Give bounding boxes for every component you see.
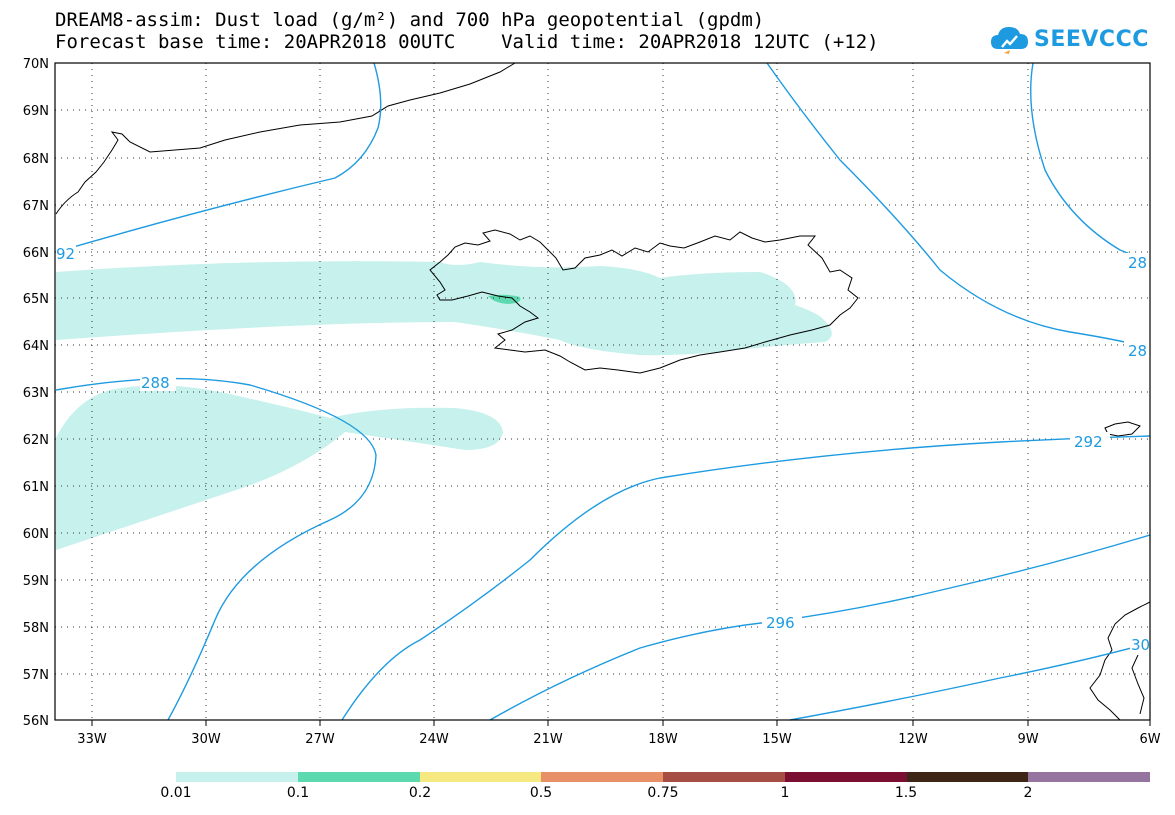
colorbar-segment (663, 772, 785, 782)
colorbar-segment (176, 772, 298, 782)
map-canvas: 288 292 296 28 28 30 92 70N 69N 68N 67N … (23, 57, 1161, 747)
lat-label: 63N (23, 386, 49, 401)
lat-label: 67N (23, 199, 49, 214)
lon-label: 9W (1017, 732, 1038, 747)
contour-288 (55, 377, 377, 721)
colorbar-label: 0.1 (286, 785, 310, 801)
contour-292 (341, 435, 1151, 721)
logo-text: SEEVCCC (1034, 26, 1149, 52)
map-frame (54, 62, 1151, 721)
contour-label: 292 (1074, 433, 1103, 451)
lon-label: 12W (898, 732, 928, 747)
coastlines (55, 62, 1151, 721)
contour-label: 296 (766, 614, 795, 632)
hebrides-coast (1131, 654, 1145, 715)
lon-label: 18W (648, 732, 678, 747)
lon-label: 21W (533, 732, 563, 747)
colorbar-label: 1 (780, 785, 790, 801)
greenland-coast (55, 62, 516, 215)
colorbar-label: 2 (1023, 785, 1033, 801)
colorbar-labels: 0.01 0.1 0.2 0.5 0.75 1 1.5 2 (0, 785, 1175, 805)
seevccc-logo: SEEVCCC (990, 22, 1149, 56)
graticule (55, 63, 1150, 720)
colorbar-segment (906, 772, 1029, 782)
latitude-labels: 70N 69N 68N 67N 66N 65N 64N 63N 62N 61N … (23, 57, 49, 729)
dust-shading (56, 261, 832, 550)
dust-spot-01 (488, 294, 521, 304)
contour-284 (1030, 62, 1151, 263)
colorbar-label: 0.5 (529, 785, 553, 801)
colorbar-label: 0.75 (647, 785, 679, 801)
lat-label: 66N (23, 246, 49, 261)
lat-label: 65N (23, 292, 49, 307)
lon-label: 33W (77, 732, 107, 747)
contour-labels: 288 292 296 28 28 30 92 (56, 245, 1150, 654)
lon-label: 6W (1139, 732, 1160, 747)
colorbar (176, 772, 1150, 782)
contour-300 (789, 642, 1151, 721)
scotland-coast (1089, 601, 1151, 721)
contour-288-east (766, 62, 1151, 349)
colorbar-label: 0.01 (160, 785, 192, 801)
lat-label: 56N (23, 714, 49, 729)
contour-label: 92 (56, 245, 75, 263)
contour-label: 30 (1131, 636, 1150, 654)
colorbar-segment (419, 772, 542, 782)
lat-label: 69N (23, 104, 49, 119)
colorbar-segment (784, 772, 907, 782)
colorbar-segment (541, 772, 663, 782)
faroe-coast (1104, 421, 1141, 437)
map-header: DREAM8-assim: Dust load (g/m²) and 700 h… (55, 9, 879, 53)
map-time-info: Forecast base time: 20APR2018 00UTC Vali… (55, 31, 879, 53)
longitude-labels: 33W 30W 27W 24W 21W 18W 15W 12W 9W 6W (77, 732, 1160, 747)
lat-label: 64N (23, 339, 49, 354)
colorbar-segment (1028, 772, 1150, 782)
iceland-coast (429, 229, 859, 374)
colorbar-label: 1.5 (894, 785, 918, 801)
lat-label: 57N (23, 668, 49, 683)
lat-label: 61N (23, 480, 49, 495)
lat-label: 68N (23, 152, 49, 167)
cloud-logo-icon (991, 27, 1028, 54)
lon-label: 15W (762, 732, 792, 747)
tick-marks (91, 720, 1151, 726)
contour-label: 28 (1128, 342, 1147, 360)
contour-label: 28 (1128, 254, 1147, 272)
lat-label: 70N (23, 57, 49, 72)
lon-label: 30W (191, 732, 221, 747)
dust-area-south (56, 385, 503, 550)
contour-292-north (55, 62, 382, 253)
lon-label: 24W (419, 732, 449, 747)
lat-label: 59N (23, 574, 49, 589)
contour-label: 288 (141, 374, 170, 392)
lon-label: 27W (305, 732, 335, 747)
colorbar-segment (297, 772, 420, 782)
lat-label: 58N (23, 621, 49, 636)
colorbar-label: 0.2 (408, 785, 432, 801)
lat-label: 62N (23, 433, 49, 448)
map-title: DREAM8-assim: Dust load (g/m²) and 700 h… (55, 9, 765, 31)
dust-area-north (56, 261, 832, 356)
lat-label: 60N (23, 527, 49, 542)
